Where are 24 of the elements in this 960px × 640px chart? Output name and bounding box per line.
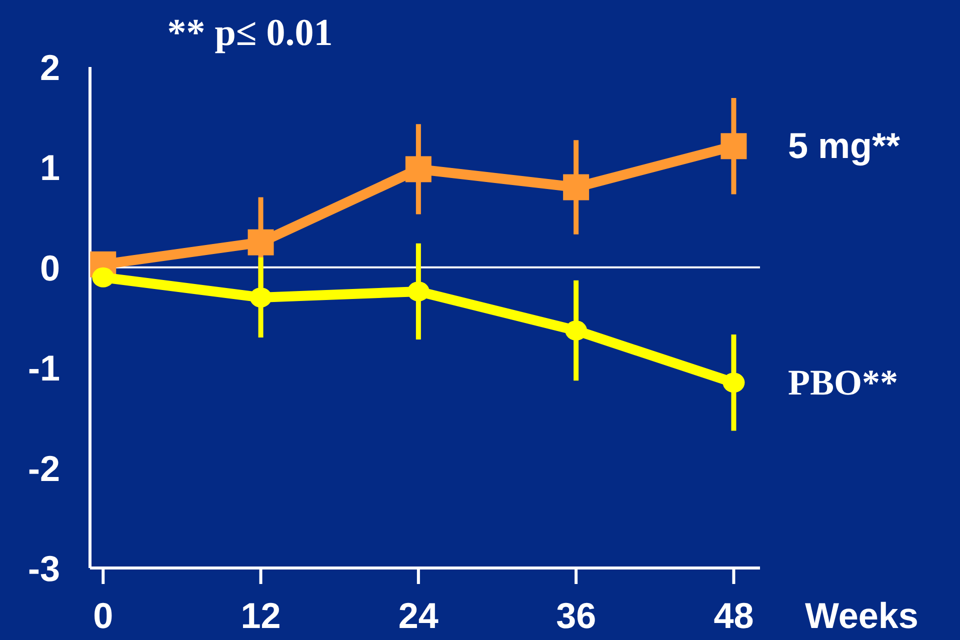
y-tick-label: -1 <box>28 348 60 389</box>
x-axis-title: Weeks <box>805 595 918 636</box>
x-tick-label: 48 <box>714 595 754 636</box>
x-tick-label: 12 <box>240 595 281 636</box>
series-label: PBO** <box>788 362 898 403</box>
point <box>565 320 588 341</box>
chart-title: ** p≤ 0.01 <box>167 12 333 54</box>
x-tick-label: 24 <box>398 595 438 636</box>
y-tick-label: 0 <box>40 247 60 288</box>
y-tick-label: -2 <box>28 448 60 489</box>
point <box>92 267 114 288</box>
y-tick-label: -3 <box>28 548 60 589</box>
point <box>248 229 274 256</box>
y-tick-label: 1 <box>40 147 60 188</box>
x-tick-label: 36 <box>556 595 596 636</box>
x-tick-label: 0 <box>93 595 114 636</box>
point <box>722 372 745 393</box>
series-label: 5 mg** <box>788 125 900 166</box>
point <box>405 156 432 182</box>
y-tick-label: 2 <box>40 47 60 88</box>
point <box>250 287 272 308</box>
point <box>563 174 590 200</box>
point <box>720 133 747 160</box>
point <box>407 281 430 302</box>
